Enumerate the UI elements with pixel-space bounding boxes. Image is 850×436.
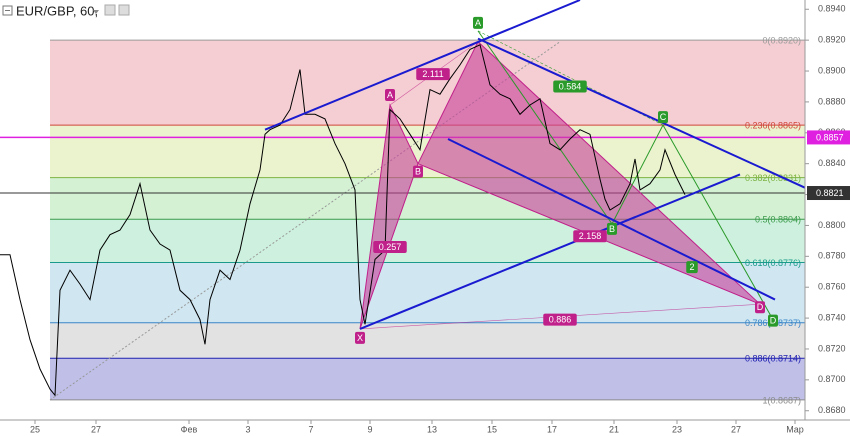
x-tick-label: 13 — [427, 424, 437, 434]
y-tick-label: 0.8740 — [818, 312, 846, 322]
pattern-point-badge — [385, 89, 395, 101]
ratio-badge — [373, 241, 407, 254]
x-tick-label: Мар — [786, 424, 804, 434]
close-button[interactable] — [118, 4, 130, 16]
pattern-point-label: B — [415, 167, 421, 177]
header: EUR/GBP, 60, — [0, 0, 165, 22]
y-tick-label: 0.8700 — [818, 374, 846, 384]
pattern-point-badge — [658, 111, 668, 124]
x-tick-label: 21 — [609, 424, 619, 434]
y-tick-label: 0.8780 — [818, 251, 846, 261]
price-tag — [807, 130, 850, 145]
fib-level-label: 1(0.8687) — [762, 395, 801, 405]
pattern-point-label: A — [387, 90, 393, 100]
x-tick-label: 27 — [731, 424, 741, 434]
x-tick-label: 9 — [367, 424, 372, 434]
price-tag-label: 0.8857 — [816, 132, 844, 142]
x-tick-label: 17 — [547, 424, 557, 434]
trend-line — [359, 173, 741, 330]
fib-level-label: 0.618(0.8776) — [745, 258, 801, 268]
settings-button[interactable] — [104, 4, 116, 16]
y-tick-label: 0.8920 — [818, 35, 846, 45]
y-tick-label: 0.8940 — [818, 4, 846, 14]
ratio-badge — [553, 80, 587, 93]
trend-line — [477, 37, 821, 196]
fib-level-label: 0.382(0.8831) — [745, 173, 801, 183]
x-tick-label: 27 — [91, 424, 101, 434]
ratio-label: 2.111 — [422, 69, 443, 79]
pattern-point-label: D — [770, 316, 777, 326]
plot-area: 0(0.8920) 0.236(0.8865) 0.382(0.8831) 0.5(0… — [0, 0, 850, 405]
ratio-badge — [573, 230, 607, 243]
fib-level-label: 0(0.8920) — [762, 36, 801, 46]
ratio-label: 0.886 — [549, 315, 572, 325]
price-tag-label: 0.8821 — [816, 188, 844, 198]
y-tick-label: 0.8900 — [818, 65, 846, 75]
x-tick-label: 23 — [672, 424, 682, 434]
y-tick-label: 0.8800 — [818, 220, 846, 230]
price-tag — [807, 186, 850, 201]
pattern-point-label: D — [757, 302, 764, 312]
pattern-point-badge — [355, 331, 365, 344]
x-tick-label: 15 — [487, 424, 497, 434]
x-tick-label: 25 — [30, 424, 40, 434]
x-tick-label: 7 — [308, 424, 313, 434]
fib-band — [50, 40, 805, 126]
pattern-point-label: C — [660, 112, 667, 122]
x-tick-label: Фев — [181, 424, 198, 434]
pattern-point-badge — [413, 165, 423, 178]
price-axis — [805, 0, 850, 436]
ratio-label: 2.158 — [579, 231, 602, 241]
trend-line — [447, 138, 776, 301]
y-tick-label: 0.8720 — [818, 343, 846, 353]
ratio-badge — [543, 313, 577, 326]
ratio-label: 0.584 — [559, 81, 582, 91]
fib-band — [50, 358, 805, 400]
pattern-point-badge — [768, 314, 778, 327]
price-line-series — [0, 44, 686, 397]
pattern-point-badge — [607, 222, 617, 235]
x-tick-label: 3 — [245, 424, 250, 434]
symbol-title: EUR/GBP, 60, — [16, 3, 98, 18]
ratio-label: 2 — [689, 262, 694, 272]
pattern-point-label: A — [475, 18, 481, 28]
ratio-badge — [686, 261, 698, 274]
fib-level-label: 0.886(0.8714) — [745, 354, 801, 364]
symbol-icon[interactable] — [2, 5, 13, 16]
fib-band — [50, 322, 805, 359]
y-tick-label: 0.8840 — [818, 158, 846, 168]
y-tick-label: 0.8680 — [818, 405, 846, 415]
pattern-point-label: X — [357, 333, 363, 343]
ratio-badge — [416, 68, 450, 81]
ratio-label: 0.257 — [379, 242, 402, 252]
pattern-point-badge — [755, 301, 765, 314]
y-tick-label: 0.8880 — [818, 96, 846, 106]
pattern-point-badge — [473, 16, 483, 29]
fib-level-label: 0.236(0.8865) — [745, 120, 801, 130]
fib-level-label: 0.5(0.8804) — [755, 215, 801, 225]
y-tick-label: 0.8760 — [818, 282, 846, 292]
pattern-point-label: B — [609, 224, 615, 234]
dropdown-arrow[interactable] — [93, 10, 99, 14]
trend-line — [264, 0, 581, 131]
fib-band — [50, 177, 805, 220]
